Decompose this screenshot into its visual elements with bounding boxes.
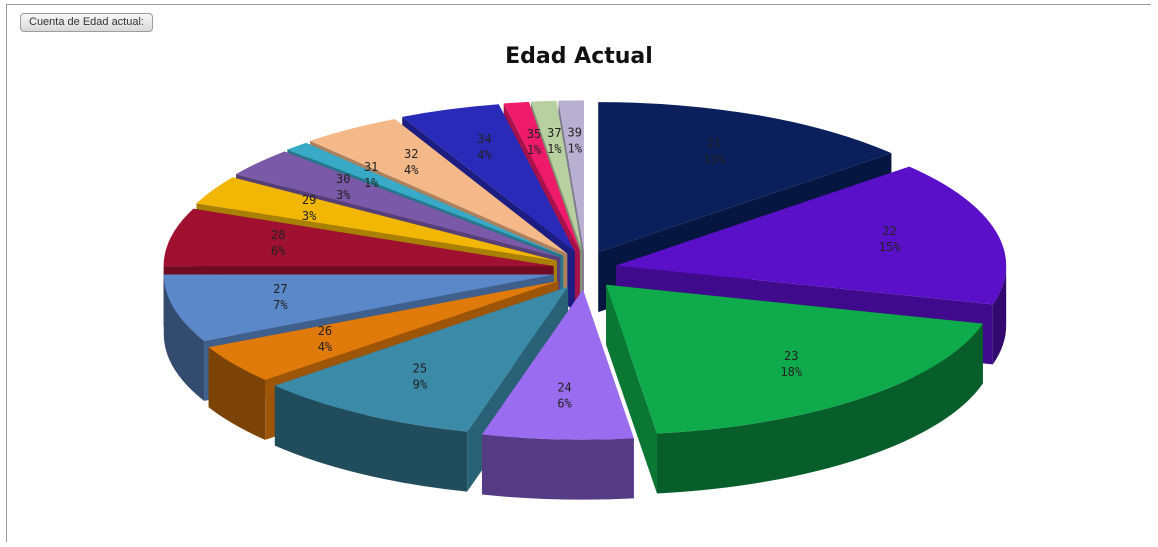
slice-pct-21: 13% (703, 153, 725, 167)
slice-label-27: 27 (273, 282, 287, 296)
pie-slice-23 (606, 284, 983, 494)
slice-pct-30: 3% (336, 188, 351, 202)
slice-pct-37: 1% (547, 142, 562, 156)
slice-label-24: 24 (557, 380, 571, 394)
slice-pct-27: 7% (273, 298, 288, 312)
chart-title: Edad Actual (505, 44, 653, 69)
slice-label-32: 32 (404, 147, 418, 161)
slice-pct-35: 1% (527, 143, 542, 157)
slice-label-25: 25 (413, 361, 427, 375)
slice-label-29: 29 (302, 193, 316, 207)
slice-label-35: 35 (527, 127, 541, 141)
slice-pct-25: 9% (413, 377, 428, 391)
slice-label-30: 30 (336, 172, 350, 186)
slice-pct-23: 18% (780, 365, 802, 379)
slice-pct-28: 6% (271, 244, 286, 258)
slice-pct-29: 3% (302, 209, 317, 223)
slice-label-39: 39 (568, 125, 582, 139)
slice-pct-22: 15% (879, 240, 901, 254)
slice-label-34: 34 (477, 132, 491, 146)
slice-pct-26: 4% (318, 340, 333, 354)
slice-pct-24: 6% (557, 396, 572, 410)
slice-label-37: 37 (547, 126, 561, 140)
field-button-edad-actual[interactable]: Cuenta de Edad actual: (20, 13, 153, 32)
slice-label-28: 28 (271, 228, 285, 242)
slice-label-31: 31 (364, 160, 378, 174)
slice-pct-34: 4% (477, 148, 492, 162)
slice-label-21: 21 (707, 137, 721, 151)
slice-label-23: 23 (784, 349, 798, 363)
slice-pct-39: 1% (568, 141, 583, 155)
slice-label-26: 26 (318, 324, 332, 338)
slice-pct-32: 4% (404, 163, 419, 177)
slice-pct-31: 1% (364, 176, 379, 190)
slice-label-22: 22 (882, 224, 896, 238)
pie-slice-24 (481, 289, 634, 500)
